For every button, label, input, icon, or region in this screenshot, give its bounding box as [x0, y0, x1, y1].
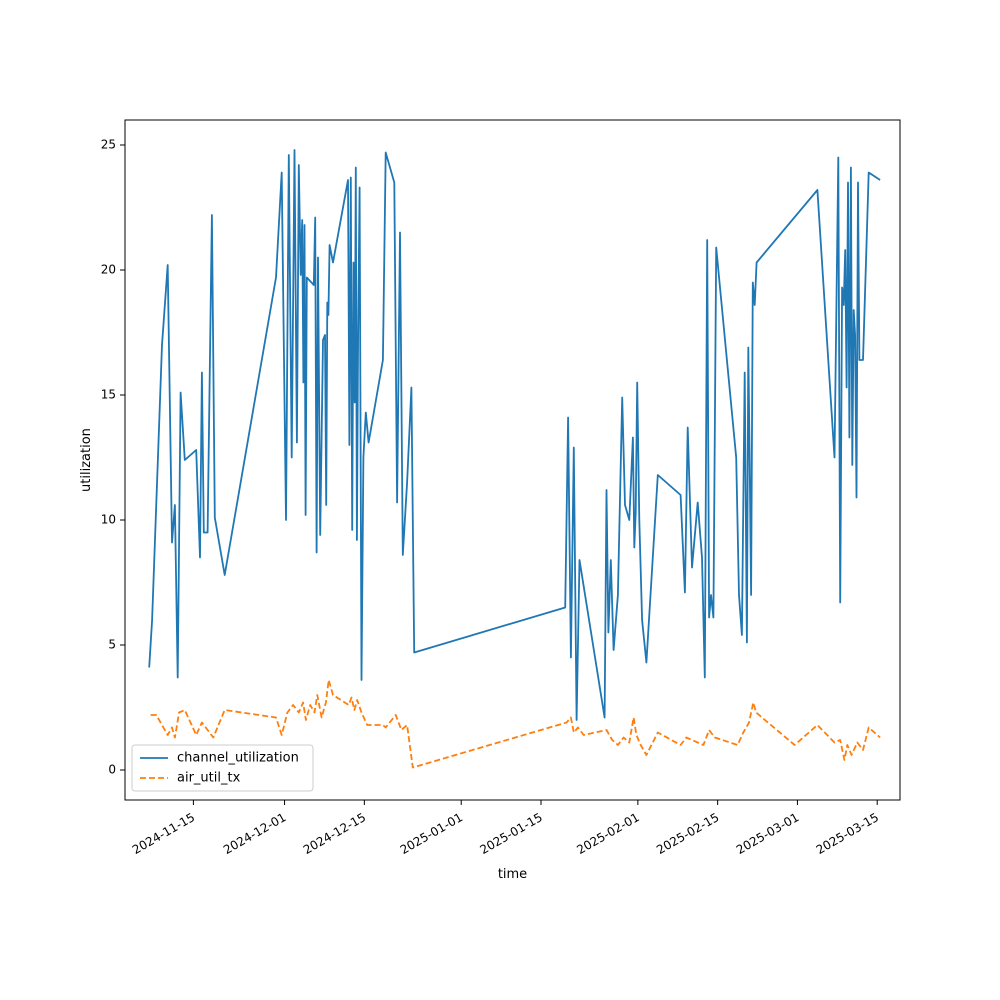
- y-axis: 0 5 10 15 20 25: [101, 138, 125, 777]
- y-tick-label: 10: [101, 513, 116, 527]
- plot-frame: [124, 119, 901, 801]
- legend-label: channel_utilization: [177, 751, 299, 766]
- y-tick-label: 25: [101, 138, 116, 152]
- series-line-air-util-tx: [150, 679, 881, 769]
- y-tick-label: 5: [108, 638, 116, 652]
- legend-box: [131, 744, 314, 792]
- y-tick-label: 20: [101, 263, 116, 277]
- y-tick-label: 0: [108, 763, 116, 777]
- y-tick-label: 15: [101, 388, 116, 402]
- x-axis-label: time: [498, 867, 527, 882]
- legend: channel_utilization air_util_tx: [131, 744, 314, 792]
- series-lines: [148, 149, 881, 769]
- y-axis-label: utilization: [79, 428, 94, 492]
- series-line-channel-utilization: [148, 149, 881, 721]
- plot-area: [125, 120, 900, 800]
- legend-label: air_util_tx: [177, 771, 241, 786]
